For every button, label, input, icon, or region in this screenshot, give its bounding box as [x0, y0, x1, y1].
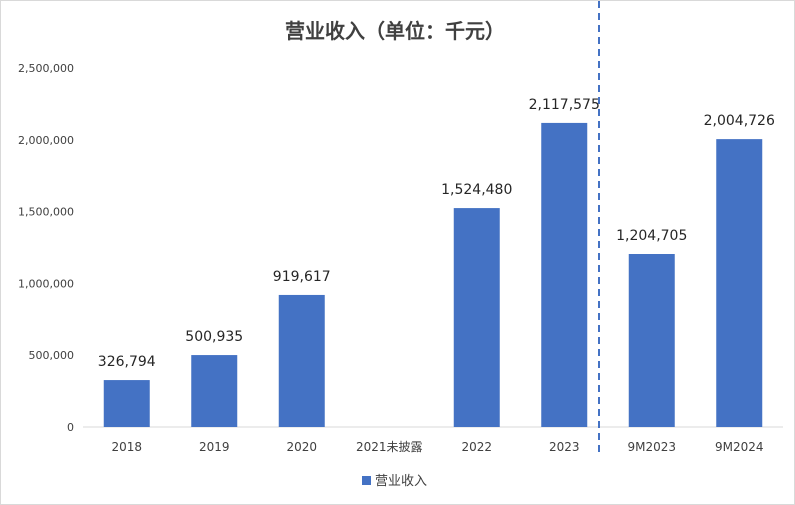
bar	[278, 294, 325, 427]
x-tick-label: 2018	[111, 440, 142, 454]
bar	[191, 355, 238, 427]
x-tick-label: 2022	[461, 440, 492, 454]
legend-swatch	[362, 476, 371, 485]
bar	[103, 380, 150, 427]
x-tick-label: 2023	[549, 440, 580, 454]
y-tick-label: 500,000	[29, 349, 75, 362]
x-tick-label: 2020	[286, 440, 317, 454]
bar	[453, 208, 500, 427]
bar	[541, 122, 588, 427]
bar-series	[103, 122, 763, 428]
data-label: 2,004,726	[704, 113, 775, 129]
x-axis: 2018 2019 2020 2021未披露 2022 2023 9M2023 9M2024	[111, 440, 763, 454]
x-tick-label: 2021未披露	[356, 440, 423, 454]
bar	[628, 254, 675, 427]
y-tick-label: 0	[67, 421, 74, 434]
y-tick-label: 1,000,000	[18, 277, 74, 290]
y-tick-label: 2,500,000	[18, 62, 74, 75]
bar	[716, 139, 763, 428]
y-axis: 0 500,000 1,000,000 1,500,000 2,000,000 2,500…	[18, 62, 74, 434]
data-label: 500,935	[185, 329, 243, 345]
data-label: 1,204,705	[616, 228, 687, 244]
legend-label: 营业收入	[375, 474, 427, 489]
y-tick-label: 1,500,000	[18, 206, 74, 219]
data-label: 919,617	[273, 269, 331, 285]
x-tick-label: 2019	[199, 440, 230, 454]
data-labels: 326,794 500,935 919,617 1,524,480 2,117,575 1…	[98, 97, 775, 370]
chart-title: 营业收入（单位：千元）	[285, 19, 505, 43]
x-tick-label: 9M2024	[715, 440, 764, 454]
data-label: 2,117,575	[529, 97, 600, 113]
y-tick-label: 2,000,000	[18, 134, 74, 147]
legend: 营业收入	[362, 474, 427, 489]
data-label: 326,794	[98, 354, 156, 370]
x-tick-label: 9M2023	[627, 440, 676, 454]
data-label: 1,524,480	[441, 182, 512, 198]
